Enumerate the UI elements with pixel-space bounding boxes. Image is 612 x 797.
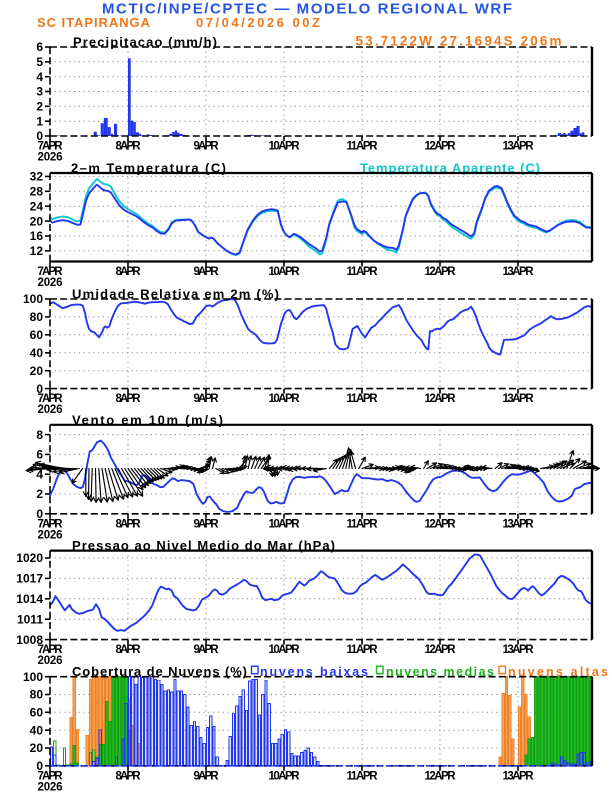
- svg-text:10APR: 10APR: [269, 393, 301, 405]
- svg-text:2026: 2026: [38, 655, 63, 667]
- svg-text:9APR: 9APR: [194, 141, 220, 153]
- svg-text:13APR: 13APR: [503, 518, 535, 530]
- svg-text:8APR: 8APR: [116, 518, 142, 530]
- svg-text:40: 40: [30, 723, 44, 737]
- svg-text:8APR: 8APR: [116, 393, 142, 405]
- svg-text:2026: 2026: [38, 152, 63, 164]
- svg-text:1: 1: [36, 114, 43, 128]
- svg-text:10APR: 10APR: [269, 518, 301, 530]
- svg-text:2: 2: [36, 100, 43, 114]
- svg-text:80: 80: [30, 310, 44, 324]
- svg-text:13APR: 13APR: [503, 770, 535, 782]
- svg-text:2026: 2026: [38, 529, 63, 541]
- svg-text:12APR: 12APR: [425, 141, 457, 153]
- svg-text:5: 5: [36, 55, 43, 69]
- svg-text:8APR: 8APR: [116, 644, 142, 656]
- svg-text:12APR: 12APR: [425, 518, 457, 530]
- svg-text:2026: 2026: [38, 781, 63, 792]
- svg-text:20: 20: [30, 214, 44, 228]
- svg-text:11APR: 11APR: [347, 770, 379, 782]
- svg-text:2026: 2026: [38, 404, 63, 416]
- svg-text:8: 8: [36, 428, 43, 442]
- svg-text:16: 16: [30, 229, 44, 243]
- svg-text:SC ITAPIRANGA: SC ITAPIRANGA: [37, 15, 151, 30]
- svg-text:80: 80: [30, 688, 44, 702]
- svg-text:12: 12: [30, 244, 44, 258]
- svg-text:12APR: 12APR: [425, 770, 457, 782]
- svg-text:13APR: 13APR: [503, 644, 535, 656]
- svg-text:6: 6: [36, 40, 43, 54]
- svg-text:24: 24: [30, 199, 44, 213]
- svg-text:11APR: 11APR: [347, 141, 379, 153]
- svg-text:20: 20: [30, 741, 44, 755]
- svg-text:13APR: 13APR: [503, 266, 535, 278]
- svg-text:20: 20: [30, 364, 44, 378]
- svg-text:12APR: 12APR: [425, 393, 457, 405]
- svg-text:07/04/2026 00Z: 07/04/2026 00Z: [196, 15, 320, 30]
- svg-text:8APR: 8APR: [116, 141, 142, 153]
- svg-text:40: 40: [30, 346, 44, 360]
- svg-text:9APR: 9APR: [194, 266, 220, 278]
- svg-text:100: 100: [23, 292, 43, 306]
- svg-text:6: 6: [36, 448, 43, 462]
- svg-text:9APR: 9APR: [194, 770, 220, 782]
- svg-text:1014: 1014: [16, 592, 43, 606]
- svg-text:10APR: 10APR: [269, 644, 301, 656]
- svg-text:9APR: 9APR: [194, 393, 220, 405]
- svg-text:8APR: 8APR: [116, 266, 142, 278]
- svg-text:12APR: 12APR: [425, 644, 457, 656]
- svg-text:13APR: 13APR: [503, 393, 535, 405]
- svg-text:4: 4: [36, 467, 43, 481]
- svg-text:100: 100: [23, 670, 43, 684]
- svg-text:1011: 1011: [17, 612, 43, 626]
- svg-text:2: 2: [36, 487, 43, 501]
- svg-text:1020: 1020: [16, 551, 43, 565]
- svg-text:10APR: 10APR: [269, 266, 301, 278]
- svg-text:12APR: 12APR: [425, 266, 457, 278]
- svg-text:32: 32: [30, 170, 44, 184]
- svg-text:11APR: 11APR: [347, 644, 379, 656]
- svg-text:28: 28: [30, 185, 44, 199]
- svg-text:60: 60: [30, 706, 44, 720]
- svg-text:10APR: 10APR: [269, 141, 301, 153]
- svg-text:11APR: 11APR: [347, 518, 379, 530]
- svg-text:9APR: 9APR: [194, 518, 220, 530]
- svg-text:60: 60: [30, 328, 44, 342]
- svg-text:3: 3: [36, 85, 43, 99]
- svg-text:1017: 1017: [16, 572, 43, 586]
- svg-text:11APR: 11APR: [347, 393, 379, 405]
- svg-text:4: 4: [36, 70, 43, 84]
- svg-text:11APR: 11APR: [347, 266, 379, 278]
- svg-text:13APR: 13APR: [503, 141, 535, 153]
- svg-text:10APR: 10APR: [269, 770, 301, 782]
- svg-text:9APR: 9APR: [194, 644, 220, 656]
- svg-text:8APR: 8APR: [116, 770, 142, 782]
- svg-text:2026: 2026: [38, 277, 63, 289]
